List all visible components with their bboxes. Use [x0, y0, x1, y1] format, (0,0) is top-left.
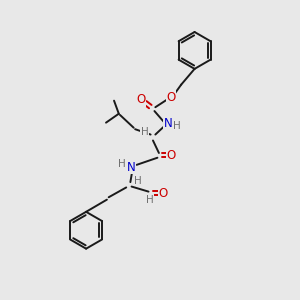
Text: H: H	[141, 127, 148, 137]
Text: O: O	[159, 187, 168, 200]
Text: H: H	[146, 195, 153, 205]
Text: O: O	[167, 149, 176, 162]
Text: N: N	[164, 117, 172, 130]
Text: N: N	[127, 161, 136, 174]
Text: H: H	[134, 176, 141, 186]
Text: O: O	[166, 91, 176, 103]
Text: O: O	[136, 93, 146, 106]
Text: H: H	[173, 121, 181, 131]
Text: H: H	[118, 159, 126, 169]
